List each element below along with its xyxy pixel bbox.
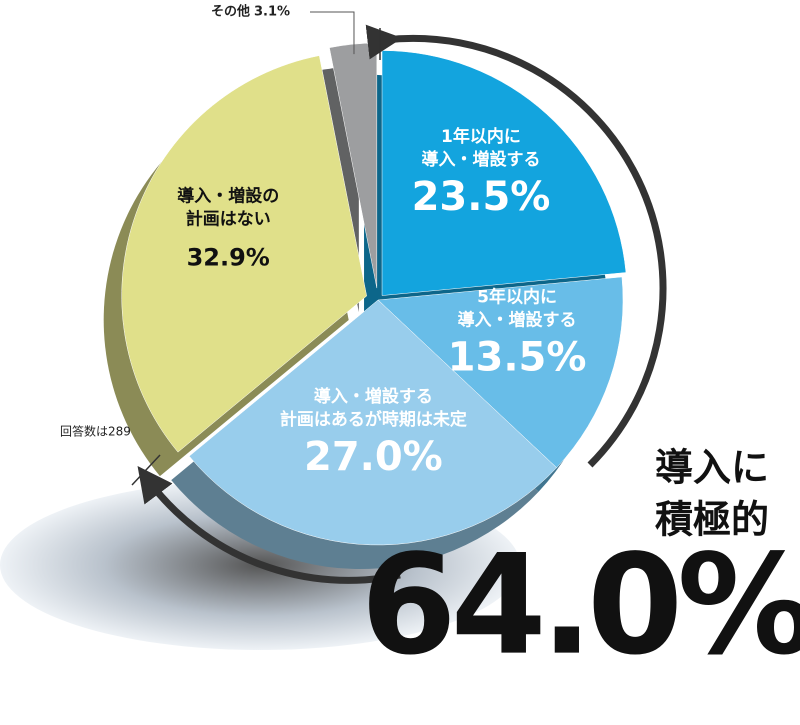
value-label: 32.9%	[187, 244, 270, 272]
divider	[131, 454, 161, 486]
leader-line	[310, 11, 355, 55]
value-label: 3.1%	[254, 5, 290, 20]
bracket-arrow	[137, 465, 401, 584]
pie	[103, 42, 627, 569]
slice	[188, 299, 557, 546]
category-label: 計画はあるが時期は未定	[280, 409, 467, 430]
slice	[377, 276, 624, 469]
value-label: 13.5%	[448, 335, 587, 381]
category-label: 導入・増設の	[177, 186, 279, 207]
value-label: 27.0%	[304, 434, 443, 480]
slice	[121, 55, 367, 453]
category-label: 導入・増設する	[458, 310, 577, 331]
category-label: 計画はない	[186, 209, 271, 230]
highlight-line: 積極的	[655, 498, 769, 542]
category-label: 導入・増設する	[421, 149, 540, 170]
category-label: 導入・増設する	[314, 386, 433, 407]
note: 回答数は289	[60, 424, 131, 439]
category-label: その他	[211, 4, 250, 20]
slice	[381, 50, 627, 296]
category-label: 1年以内に	[441, 126, 521, 147]
highlight-value: 64.0%	[361, 525, 800, 686]
value-label: 23.5%	[412, 174, 551, 220]
highlight-line: 導入に	[655, 446, 769, 490]
bracket-arrow	[365, 24, 667, 468]
category-label: 5年以内に	[477, 287, 557, 308]
